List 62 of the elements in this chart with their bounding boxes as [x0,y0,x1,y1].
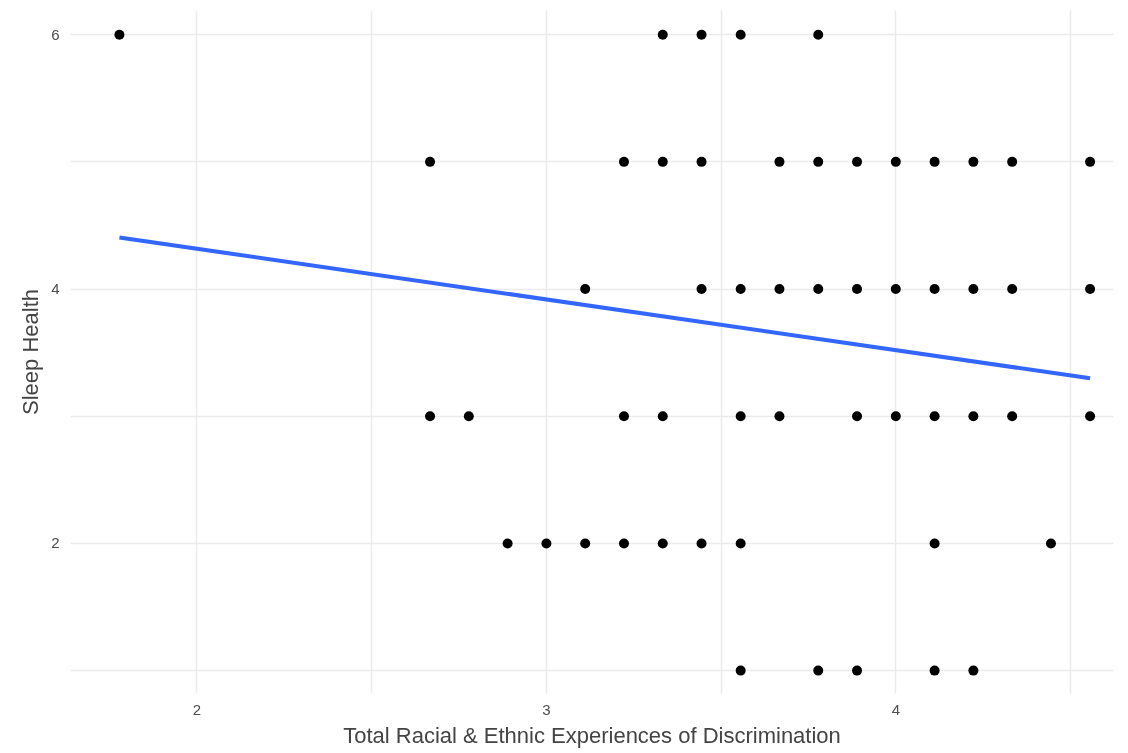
y-tick-label: 2 [51,534,60,552]
point [114,29,125,40]
point [929,156,940,167]
point [580,284,591,295]
point [1007,284,1018,295]
point [618,411,629,422]
point [696,284,707,295]
point [502,538,513,549]
point [774,284,785,295]
point [813,29,824,40]
point [657,156,668,167]
point [968,411,979,422]
point [618,538,629,549]
point [774,411,785,422]
point [1085,156,1096,167]
x-axis-title: Total Racial & Ethnic Experiences of Discrimination [343,722,841,748]
point [657,29,668,40]
point [929,665,940,676]
point [425,411,436,422]
point [463,411,474,422]
point [968,665,979,676]
point [735,665,746,676]
point [1007,156,1018,167]
x-tick-label: 3 [542,700,551,718]
point [852,665,863,676]
point [735,29,746,40]
point [696,538,707,549]
point [890,411,901,422]
point [1007,411,1018,422]
point [580,538,591,549]
point [813,665,824,676]
point [541,538,552,549]
point [852,284,863,295]
point [696,156,707,167]
point [890,156,901,167]
point [735,411,746,422]
y-tick-label: 4 [51,280,60,298]
point [813,284,824,295]
point [929,411,940,422]
point [929,284,940,295]
point [813,156,824,167]
point [735,538,746,549]
point [774,156,785,167]
point [852,156,863,167]
y-axis-title: Sleep Health [18,289,44,415]
point [425,156,436,167]
point [968,156,979,167]
point [618,156,629,167]
point [890,284,901,295]
point [1085,411,1096,422]
point [852,411,863,422]
point [968,284,979,295]
point [657,538,668,549]
point [735,284,746,295]
x-tick-label: 4 [891,700,900,718]
x-tick-label: 2 [192,700,202,718]
point [1085,284,1096,295]
point [929,538,940,549]
y-tick-label: 6 [51,25,60,43]
point [657,411,668,422]
point [696,29,707,40]
point [1045,538,1056,549]
